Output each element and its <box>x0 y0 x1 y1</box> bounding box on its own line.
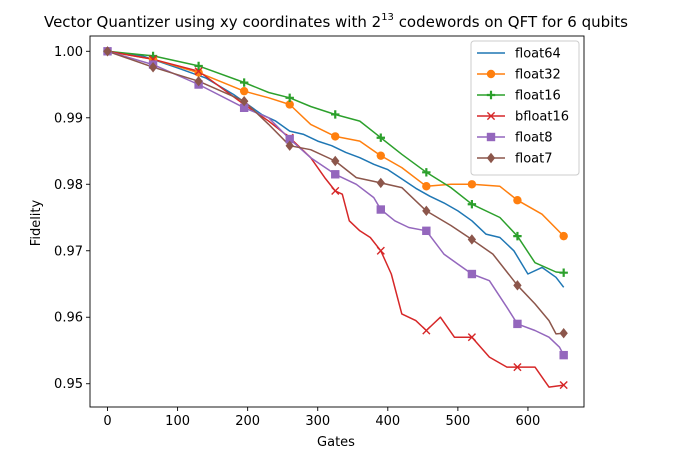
marker-float8-8 <box>467 269 477 279</box>
marker-float7-3 <box>239 95 249 107</box>
marker-float7-9 <box>513 280 522 291</box>
marker-float8-3 <box>239 103 249 113</box>
marker-bfloat16-5 <box>331 186 340 196</box>
legend-label-float7: float7 <box>515 152 552 167</box>
chart-title: Vector Quantizer using xy coordinates wi… <box>44 12 628 31</box>
legend-label-bfloat16: bfloat16 <box>515 110 569 125</box>
marker-float8-6 <box>376 205 385 214</box>
marker-float8-4 <box>285 134 294 144</box>
marker-float32-9 <box>513 196 522 205</box>
marker-float32-7 <box>422 182 431 191</box>
x-tick-label: 200 <box>235 414 260 429</box>
y-tick-label: 0.99 <box>54 111 83 126</box>
x-tick-label: 100 <box>165 414 190 429</box>
legend-label-float64: float64 <box>515 47 561 62</box>
legend-label-float8: float8 <box>515 131 552 146</box>
legend-marker-float7 <box>486 152 496 164</box>
legend-marker-bfloat16 <box>486 111 496 121</box>
marker-float8-10 <box>559 350 568 360</box>
marker-float16-2 <box>194 61 203 71</box>
legend-label-float16: float16 <box>515 89 561 104</box>
marker-bfloat16-2 <box>194 67 203 76</box>
marker-float16-3 <box>239 78 249 87</box>
legend-marker-float32 <box>486 69 496 79</box>
marker-bfloat16-9 <box>513 363 522 372</box>
x-tick-label: 600 <box>516 414 541 429</box>
marker-float7-8 <box>467 234 477 245</box>
x-tick-label: 300 <box>305 414 330 429</box>
marker-float16-6 <box>376 133 385 142</box>
legend: float64 float32 float16 bfloat16 float8 float… <box>470 40 580 176</box>
marker-float32-10 <box>559 231 568 241</box>
marker-bfloat16-7 <box>422 326 431 335</box>
marker-float8-5 <box>331 170 340 179</box>
marker-float8-7 <box>422 226 431 236</box>
legend-marker-float8 <box>486 132 496 142</box>
y-tick-label: 1.00 <box>54 45 83 60</box>
x-tick-label: 500 <box>445 414 470 429</box>
marker-float7-5 <box>331 155 340 167</box>
marker-float7-6 <box>376 177 385 189</box>
plot-frame <box>89 35 585 408</box>
marker-float8-9 <box>513 319 522 329</box>
x-tick-label: 0 <box>103 414 111 429</box>
marker-float32-4 <box>285 100 294 109</box>
marker-float16-8 <box>467 200 477 209</box>
plot-area <box>89 35 585 408</box>
marker-bfloat16-6 <box>376 246 385 255</box>
marker-float7-7 <box>422 205 431 217</box>
marker-float16-7 <box>422 168 431 177</box>
marker-float16-5 <box>331 110 340 119</box>
legend-marker-float16 <box>486 90 496 100</box>
series-line-float32 <box>107 50 565 237</box>
marker-float32-6 <box>376 151 385 160</box>
y-tick-label: 0.98 <box>54 178 83 193</box>
x-axis-label: Gates <box>317 435 355 450</box>
marker-float16-9 <box>513 231 522 241</box>
marker-bfloat16-8 <box>467 333 476 342</box>
y-tick-label: 0.96 <box>54 311 83 326</box>
marker-float32-2 <box>194 68 203 77</box>
marker-float32-3 <box>239 86 249 96</box>
marker-float7-1 <box>148 62 158 73</box>
chart-title-superscript: 13 <box>381 12 394 23</box>
y-tick-label: 0.95 <box>54 377 83 392</box>
legend-label-float32: float32 <box>515 68 561 83</box>
marker-float16-4 <box>285 93 294 103</box>
marker-float32-8 <box>467 180 477 189</box>
y-axis-label: Fidelity <box>29 199 44 246</box>
marker-float7-10 <box>559 327 568 339</box>
y-tick-label: 0.97 <box>54 244 83 259</box>
marker-float7-4 <box>285 140 294 151</box>
marker-float16-10 <box>559 268 568 277</box>
marker-bfloat16-10 <box>559 380 568 390</box>
marker-float7-0 <box>103 46 112 57</box>
y-axis: 0.95 0.96 0.97 0.98 0.99 1.00 <box>54 45 90 392</box>
marker-float7-2 <box>194 76 203 87</box>
x-tick-label: 400 <box>375 414 400 429</box>
x-axis: 0 100 200 300 400 500 600 <box>103 407 540 429</box>
marker-float32-5 <box>331 132 340 141</box>
